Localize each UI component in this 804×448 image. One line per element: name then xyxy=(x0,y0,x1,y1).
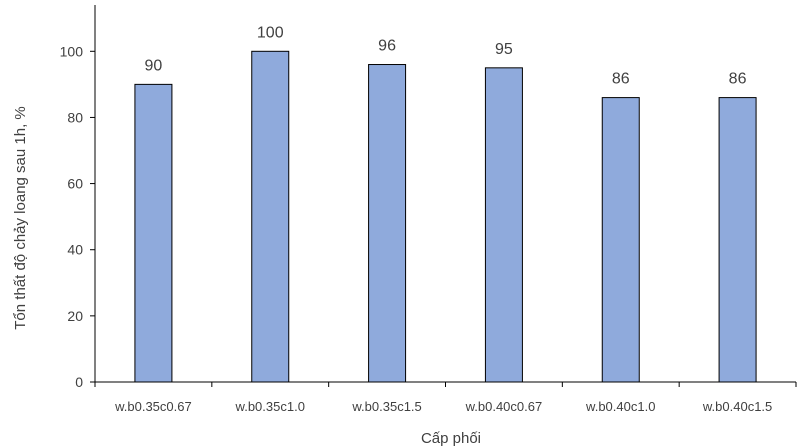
bar xyxy=(484,67,523,383)
y-axis-title: Tổn thất độ chảy loang sau 1h, % xyxy=(12,106,29,329)
bar xyxy=(134,83,173,383)
x-tick-label: w.b0.35c1.5 xyxy=(351,399,421,414)
bar xyxy=(718,97,757,383)
y-tick-label: 80 xyxy=(67,109,83,125)
data-label: 100 xyxy=(257,24,284,41)
x-tick-label: w.b0.40c1.5 xyxy=(702,399,772,414)
x-axis: w.b0.35c0.67 w.b0.35c1.0 w.b0.35c1.5 w.b0.4… xyxy=(94,381,797,414)
x-axis-title: Cấp phối xyxy=(421,430,481,447)
bar xyxy=(601,97,640,383)
data-label: 96 xyxy=(378,38,396,55)
data-label: 86 xyxy=(612,71,630,88)
y-tick-label: 20 xyxy=(67,308,83,324)
y-tick-label: 100 xyxy=(60,43,84,59)
x-tick-label: w.b0.40c0.67 xyxy=(465,399,543,414)
data-label: 95 xyxy=(495,41,513,58)
x-tick-label: w.b0.35c0.67 xyxy=(114,399,192,414)
bar-series: 90 100 96 95 86 86 xyxy=(134,24,757,383)
data-label: 86 xyxy=(729,71,747,88)
bar xyxy=(368,64,407,383)
x-tick-label: w.b0.40c1.0 xyxy=(585,399,655,414)
y-tick-label: 0 xyxy=(75,374,83,390)
data-label: 90 xyxy=(145,57,163,74)
y-tick-label: 60 xyxy=(67,176,83,192)
y-tick-label: 40 xyxy=(67,242,83,258)
y-axis: 0 20 40 60 80 100 xyxy=(60,5,96,390)
x-tick-label: w.b0.35c1.0 xyxy=(235,399,305,414)
bar xyxy=(251,50,290,383)
